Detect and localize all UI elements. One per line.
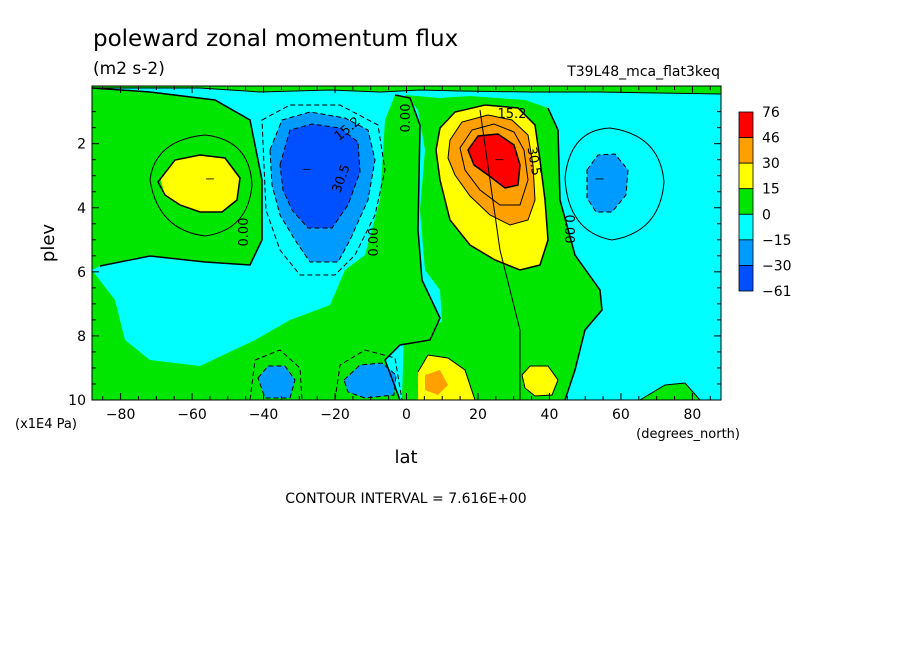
colorbar-label: −30 [762,258,792,274]
y-tick-label: 10 [68,393,86,409]
contour-label: 15.2 [498,107,527,122]
y-tick-label: 6 [77,265,86,281]
y-axis-label: plev [38,224,59,263]
colorbar-swatch [738,265,754,292]
colorbar-label: 76 [762,105,780,121]
contour-label: 30.5 [524,146,544,177]
contour-label: 0.00 [399,104,414,133]
x-tick-label: −20 [320,407,350,423]
experiment-label: T39L48_mca_flat3keq [566,64,720,80]
negative-contour-lines [249,104,629,401]
contour-lines [91,87,722,401]
y-tick-label: 4 [77,201,86,217]
contour-fill-positive-high [425,370,448,395]
x-tick-label: 40 [541,407,559,423]
x-tick-label: −80 [106,407,136,423]
chart-title: poleward zonal momentum flux [93,26,458,52]
colorbar-swatch [738,239,754,266]
x-tick-label: −60 [177,407,207,423]
contour-fill-positive-mid [160,155,240,212]
contour-fill-positive-max [468,134,520,188]
contour-fill-positive-low [640,383,700,400]
x-axis-units: (degrees_north) [636,427,740,442]
y-axis-units: (x1E4 Pa) [15,417,77,432]
contour-fill-negative-mid [258,366,295,398]
colorbar-label: 15 [762,182,780,198]
colorbar-swatch [738,188,754,215]
colorbar-swatch [738,162,754,190]
colorbar-swatch [738,213,754,241]
x-axis-label: lat [394,447,417,468]
colorbar-label: −15 [762,233,792,249]
colorbar-swatch [738,111,754,138]
contour-fill-positive-low [92,95,440,400]
colorbar: 76 46 30 15 0 −15 −30 −61 [738,105,792,300]
contour-label: 0.00 [237,218,252,247]
chart-units: (m2 s-2) [93,59,165,79]
x-tick-label: 60 [612,407,630,423]
colorbar-label: 46 [762,131,780,147]
contour-fill-negative-max [280,124,360,228]
x-tick-label: 20 [469,407,487,423]
contour-label: 0.00 [561,215,576,244]
x-tick-label: 0 [402,407,411,423]
x-axis: −80 −60 −40 −20 0 20 40 60 80 [102,86,711,423]
contour-fill-negative-mid [344,363,396,398]
contour-label: 0.00 [367,228,382,257]
colorbar-label: 30 [762,156,780,172]
contour-fill-negative-mid [587,154,628,212]
y-axis: 2 4 6 8 10 [68,111,721,409]
contour-fill-positive-mid [522,366,558,396]
x-tick-label: −40 [249,407,279,423]
colorbar-label: −61 [762,284,792,300]
colorbar-swatch [738,137,754,164]
y-tick-label: 8 [77,329,86,345]
y-tick-label: 2 [77,137,86,153]
x-tick-label: 80 [683,407,701,423]
contour-interval-note: CONTOUR INTERVAL = 7.616E+00 [285,491,526,507]
colorbar-label: 0 [762,207,771,223]
